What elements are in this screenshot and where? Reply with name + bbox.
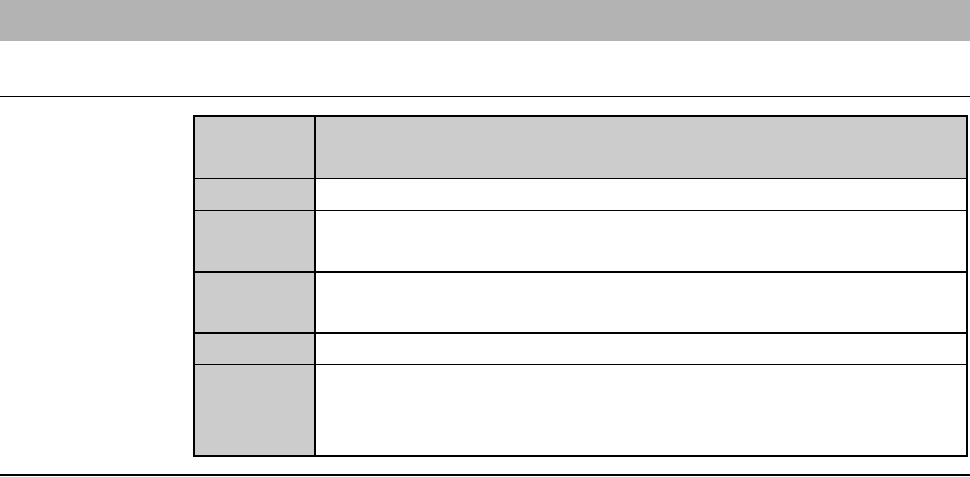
table-cell — [314, 115, 968, 179]
header-bar — [0, 0, 970, 41]
table-header-row — [193, 115, 968, 179]
table-cell — [193, 364, 316, 456]
table-row — [193, 210, 968, 272]
table-cell — [193, 115, 316, 179]
content-table — [193, 115, 968, 457]
table-row — [193, 331, 968, 365]
table-cell — [193, 270, 316, 333]
table-cell — [314, 210, 968, 272]
table-row — [193, 178, 968, 211]
table-cell — [314, 331, 968, 365]
table-cell — [193, 210, 316, 272]
table-cell — [314, 178, 968, 211]
table-cell — [193, 178, 316, 211]
divider — [0, 96, 970, 97]
table-row — [193, 364, 968, 456]
table-row — [193, 270, 968, 333]
table-cell — [193, 331, 316, 365]
table-cell — [314, 364, 968, 456]
divider — [0, 474, 970, 476]
table-cell — [314, 270, 968, 333]
